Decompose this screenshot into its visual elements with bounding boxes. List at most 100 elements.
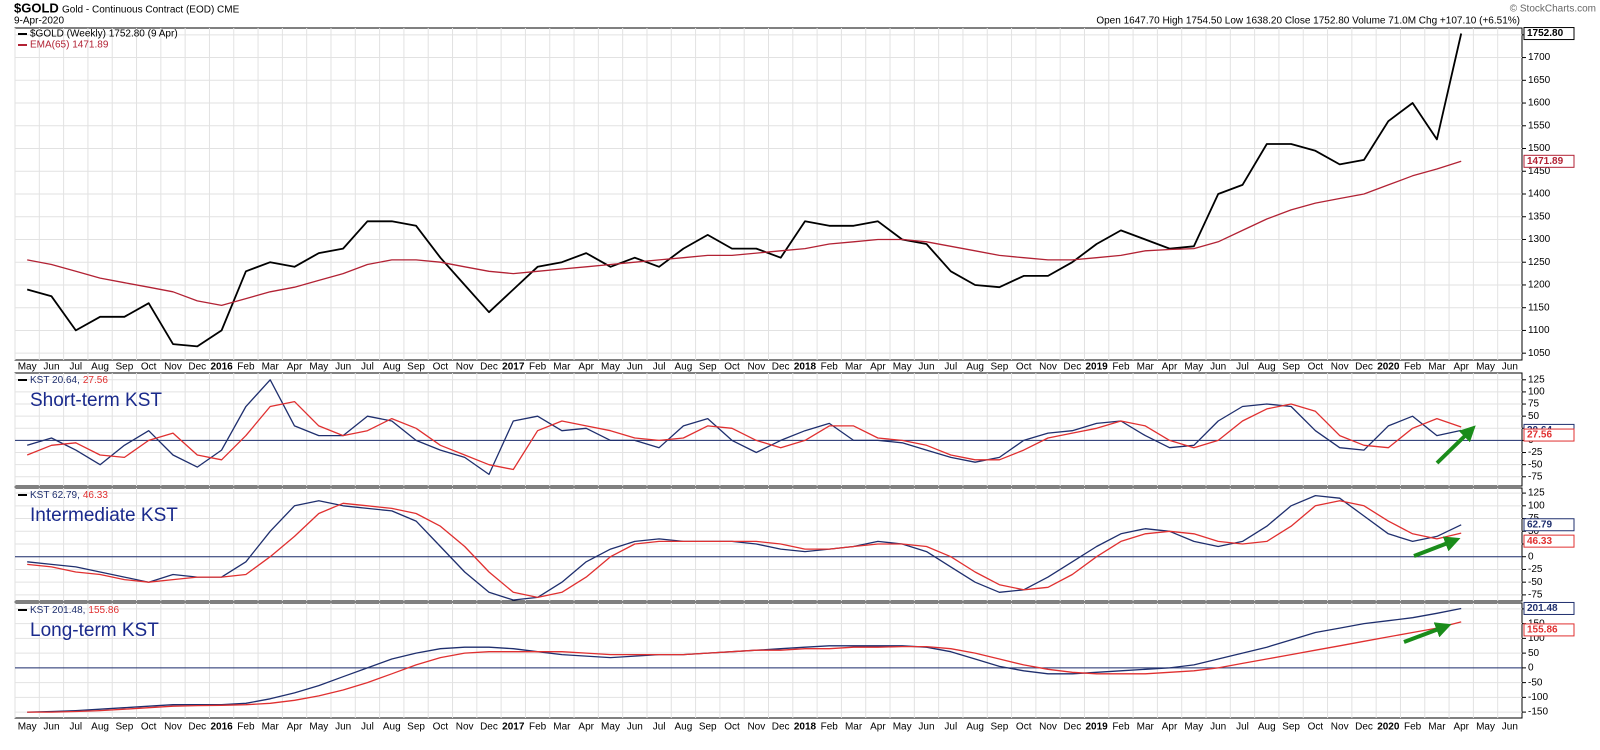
x-tick-label: Apr <box>578 362 594 373</box>
x-tick-label: Apr <box>287 362 303 373</box>
x-tick-label: Nov <box>747 362 765 373</box>
x-tick-label: 2016 <box>210 362 233 373</box>
x-tick-label: 2017 <box>502 362 525 373</box>
x-tick-label: Jun <box>335 362 351 373</box>
x-tick-label: Oct <box>1308 722 1324 733</box>
x-tick-label: Nov <box>456 722 474 733</box>
x-tick-label: Dec <box>188 722 206 733</box>
x-tick-label: May <box>18 722 37 733</box>
x-tick-label: Apr <box>870 722 886 733</box>
x-tick-label: Dec <box>1355 362 1373 373</box>
x-tick-label: Mar <box>262 362 280 373</box>
last-value-tag <box>1523 601 1575 615</box>
last-value-tag <box>1523 428 1575 442</box>
series-line <box>27 494 1462 601</box>
y-tick-label: 100 <box>1528 633 1545 644</box>
date: 9-Apr-2020 <box>14 16 64 27</box>
panel-title: Short-term KST <box>30 390 162 411</box>
series-line <box>26 33 1463 348</box>
x-tick-label: May <box>1184 722 1203 733</box>
x-tick-label: Dec <box>480 722 498 733</box>
last-value-label: 155.86 <box>1527 625 1558 636</box>
last-value-tag <box>1523 27 1575 41</box>
legend-label: KST 20.64, 27.56 <box>30 375 108 386</box>
x-tick-label: Jun <box>627 362 643 373</box>
x-tick-label: Jul <box>361 722 374 733</box>
x-tick-label: Aug <box>675 722 693 733</box>
x-tick-label: Oct <box>1016 722 1032 733</box>
x-tick-label: Apr <box>1162 722 1178 733</box>
x-tick-label: 2020 <box>1377 722 1400 733</box>
x-tick-label: Oct <box>1308 362 1324 373</box>
x-tick-label: Dec <box>772 362 790 373</box>
x-tick-label: Jun <box>1502 722 1518 733</box>
x-tick-label: Feb <box>821 362 839 373</box>
x-tick-label: Jun <box>918 362 934 373</box>
legend-part: KST 20.64, <box>30 375 80 386</box>
x-tick-label: Mar <box>1137 722 1155 733</box>
x-tick-label: Nov <box>1331 722 1349 733</box>
series-line <box>26 400 1462 471</box>
x-tick-label: May <box>1476 362 1495 373</box>
x-tick-label: 2017 <box>502 722 525 733</box>
x-tick-label: Jun <box>627 722 643 733</box>
x-tick-label: May <box>309 722 328 733</box>
x-tick-label: 2018 <box>794 722 817 733</box>
y-tick-label: 1150 <box>1528 302 1550 313</box>
x-tick-label: Nov <box>1039 362 1057 373</box>
x-tick-label: Jul <box>1236 362 1249 373</box>
x-tick-label: Feb <box>529 362 547 373</box>
y-tick-label: 75 <box>1528 399 1540 410</box>
y-tick-label: -50 <box>1528 577 1543 588</box>
x-tick-label: Nov <box>747 722 765 733</box>
y-tick-label: 1100 <box>1528 325 1550 336</box>
x-tick-label: Aug <box>966 362 984 373</box>
y-tick-label: 1400 <box>1528 189 1551 200</box>
x-tick-label: Oct <box>433 362 449 373</box>
x-tick-label: Dec <box>480 362 498 373</box>
x-tick-label: Apr <box>1162 362 1178 373</box>
x-tick-label: May <box>601 362 620 373</box>
x-tick-label: Oct <box>141 362 157 373</box>
symbol: $GOLD <box>14 0 59 15</box>
last-value-label: 1752.80 <box>1527 28 1564 39</box>
x-tick-label: Feb <box>821 722 839 733</box>
x-tick-label: Jun <box>1210 362 1226 373</box>
last-value-tag <box>1523 534 1575 548</box>
chart-title: Gold - Continuous Contract (EOD) CME <box>62 5 240 16</box>
x-tick-label: Apr <box>1453 722 1469 733</box>
x-tick-label: Oct <box>433 722 449 733</box>
y-tick-label: 50 <box>1528 526 1540 537</box>
panel-title: Long-term KST <box>30 620 159 641</box>
y-tick-label: 125 <box>1528 488 1545 499</box>
x-tick-label: Jun <box>1502 362 1518 373</box>
y-tick-label: -25 <box>1528 447 1543 458</box>
x-tick-label: Jul <box>361 362 374 373</box>
x-tick-label: Nov <box>164 722 182 733</box>
plots: 1050110011501200125013001350140014501500… <box>14 27 1575 733</box>
x-tick-label: Nov <box>1039 722 1057 733</box>
x-tick-label: Feb <box>1404 362 1422 373</box>
x-tick-label: Aug <box>675 362 693 373</box>
x-tick-label: Aug <box>91 362 109 373</box>
x-tick-label: Nov <box>164 362 182 373</box>
last-value-label: 201.48 <box>1527 603 1558 614</box>
x-tick-label: Feb <box>237 722 255 733</box>
panel-title: Intermediate KST <box>30 505 178 526</box>
series-line <box>27 379 1462 476</box>
x-tick-label: Sep <box>991 722 1009 733</box>
x-tick-label: May <box>893 362 912 373</box>
x-tick-label: Jul <box>69 362 82 373</box>
y-tick-label: 100 <box>1528 387 1545 398</box>
x-tick-label: Mar <box>262 722 280 733</box>
x-tick-label: Sep <box>991 362 1009 373</box>
x-tick-label: Apr <box>287 722 303 733</box>
legend-label: KST 62.79, 46.33 <box>30 490 108 501</box>
series-line <box>27 500 1462 599</box>
y-tick-label: -50 <box>1528 677 1543 688</box>
x-tick-label: Oct <box>724 362 740 373</box>
legend-part: 155.86 <box>88 605 119 616</box>
x-tick-label: Dec <box>1355 722 1373 733</box>
x-tick-label: Feb <box>1404 722 1422 733</box>
